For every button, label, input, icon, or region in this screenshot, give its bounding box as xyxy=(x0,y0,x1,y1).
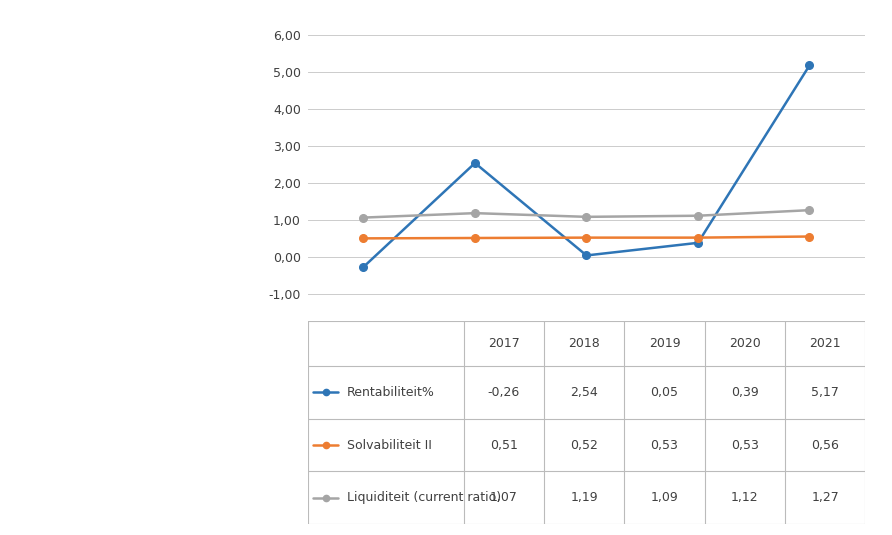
Text: 0,05: 0,05 xyxy=(650,386,679,399)
Text: 2020: 2020 xyxy=(729,337,761,350)
Text: 2017: 2017 xyxy=(488,337,520,350)
Text: 0,56: 0,56 xyxy=(811,439,839,452)
Text: 0,39: 0,39 xyxy=(731,386,759,399)
Text: 2,54: 2,54 xyxy=(570,386,599,399)
Text: Rentabiliteit%: Rentabiliteit% xyxy=(347,386,434,399)
Text: 0,52: 0,52 xyxy=(570,439,599,452)
Text: Liquiditeit (current ratio): Liquiditeit (current ratio) xyxy=(347,491,501,505)
Text: 2018: 2018 xyxy=(568,337,600,350)
Text: 0,53: 0,53 xyxy=(731,439,759,452)
Text: Solvabiliteit II: Solvabiliteit II xyxy=(347,439,432,452)
Text: 1,09: 1,09 xyxy=(650,491,679,505)
Text: 0,53: 0,53 xyxy=(650,439,679,452)
Text: 2021: 2021 xyxy=(809,337,841,350)
Text: 2019: 2019 xyxy=(648,337,681,350)
Text: 0,51: 0,51 xyxy=(490,439,518,452)
Text: 1,12: 1,12 xyxy=(731,491,758,505)
Text: 1,07: 1,07 xyxy=(490,491,518,505)
Text: -0,26: -0,26 xyxy=(488,386,520,399)
Text: 5,17: 5,17 xyxy=(811,386,839,399)
Text: 1,27: 1,27 xyxy=(811,491,839,505)
Text: 1,19: 1,19 xyxy=(571,491,598,505)
